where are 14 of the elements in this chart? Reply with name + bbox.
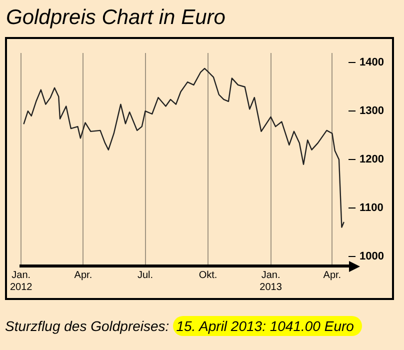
chart-title: Goldpreis Chart in Euro — [6, 6, 226, 30]
x-tick-label: Apr. — [323, 270, 342, 281]
y-tick-label: 1400 — [360, 56, 384, 69]
x-tick-label: Apr. — [74, 270, 92, 281]
y-tick-label: 1300 — [360, 105, 384, 118]
y-tick-label: 1000 — [360, 250, 384, 262]
y-tick-label: 1200 — [360, 154, 384, 166]
x-tick-label: Jan. 2012 — [10, 270, 33, 293]
y-tick-label: 1100 — [360, 202, 384, 214]
text: 15. April 2013: 1041.00 Euro — [173, 316, 362, 336]
x-tick-label: Jan. 2013 — [260, 270, 282, 293]
text: Sturzflug des Goldpreises: — [5, 318, 170, 334]
x-tick-label: Jul. — [137, 270, 154, 281]
x-tick-label: Okt. — [198, 270, 218, 281]
